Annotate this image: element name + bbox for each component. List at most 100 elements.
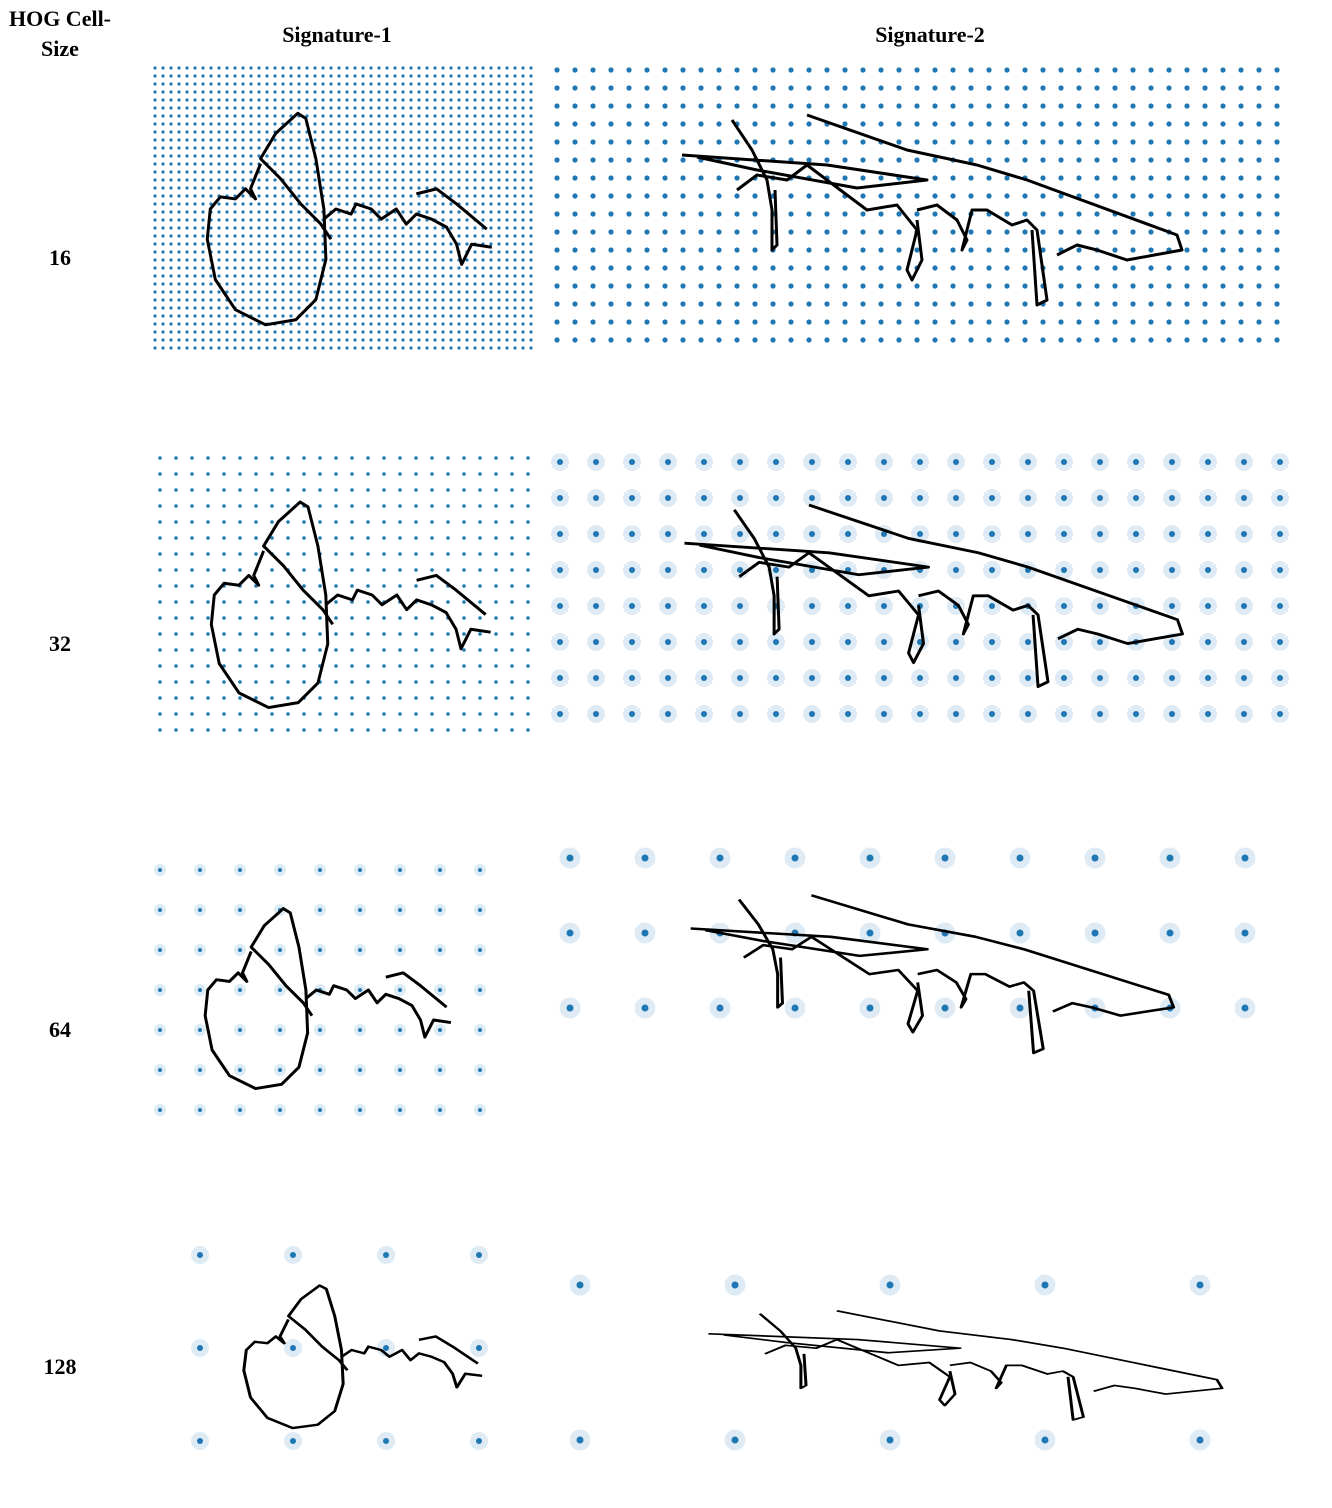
hog-dot — [1220, 175, 1225, 180]
hog-dot — [950, 139, 955, 144]
hog-dot — [225, 250, 228, 253]
hog-dot — [449, 82, 452, 85]
hog-dot — [249, 106, 252, 109]
hog-dot — [457, 218, 460, 221]
hog-dot — [489, 274, 492, 277]
hog-dot — [366, 680, 370, 684]
hog-dot — [1061, 639, 1067, 645]
hog-dot — [158, 504, 162, 508]
hog-dot — [369, 314, 372, 317]
hog-dot — [968, 319, 973, 324]
hog-dot — [665, 531, 671, 537]
hog-dot — [737, 531, 743, 537]
hog-dot — [169, 330, 172, 333]
hog-dot — [438, 988, 442, 992]
hog-dot — [393, 314, 396, 317]
hog-dot — [198, 1108, 202, 1112]
hog-dot — [257, 138, 260, 141]
hog-dot — [881, 711, 887, 717]
hog-dot — [577, 1437, 584, 1444]
hog-dot — [1076, 319, 1081, 324]
hog-dot — [241, 82, 244, 85]
hog-dot — [481, 130, 484, 133]
hog-dot — [174, 472, 178, 476]
hog-dot — [193, 298, 196, 301]
hog-dot — [273, 106, 276, 109]
hog-dot — [441, 274, 444, 277]
hog-dot — [369, 234, 372, 237]
hog-dot — [297, 266, 300, 269]
hog-dot — [409, 258, 412, 261]
hog-dot — [554, 283, 559, 288]
hog-dot — [353, 194, 356, 197]
hog-dot — [414, 632, 418, 636]
hog-dot — [1242, 930, 1249, 937]
hog-dot — [557, 495, 563, 501]
hog-dot — [337, 226, 340, 229]
hog-dot — [161, 274, 164, 277]
hog-dot — [481, 114, 484, 117]
hog-dot — [161, 154, 164, 157]
hog-dot — [289, 226, 292, 229]
hog-dot — [313, 322, 316, 325]
hog-dot — [1112, 157, 1117, 162]
hog-dot — [377, 194, 380, 197]
hog-dot — [441, 186, 444, 189]
hog-dot — [1166, 85, 1171, 90]
hog-dot — [494, 488, 498, 492]
hog-dot — [401, 346, 404, 349]
hog-dot — [449, 218, 452, 221]
hog-dot — [409, 114, 412, 117]
hog-dot — [526, 488, 530, 492]
hog-dot — [238, 552, 242, 556]
hog-dot — [382, 456, 386, 460]
hog-dot — [1256, 193, 1261, 198]
hog-dot — [773, 567, 779, 573]
hog-dot — [932, 319, 937, 324]
hog-dot — [425, 322, 428, 325]
hog-dot — [385, 114, 388, 117]
hog-dot — [401, 282, 404, 285]
hog-dot — [665, 603, 671, 609]
hog-dot — [369, 82, 372, 85]
hog-dot — [401, 66, 404, 69]
hog-dot — [217, 90, 220, 93]
hog-dot — [201, 346, 204, 349]
hog-dot — [1202, 121, 1207, 126]
hog-dot — [302, 520, 306, 524]
hog-dot — [481, 178, 484, 181]
hog-dot — [529, 322, 532, 325]
hog-dot — [1241, 675, 1247, 681]
hog-dot — [318, 520, 322, 524]
hog-dot — [265, 274, 268, 277]
hog-dot — [321, 82, 324, 85]
hog-dot — [513, 282, 516, 285]
hog-dot — [489, 258, 492, 261]
hog-dot — [185, 306, 188, 309]
hog-dot — [169, 90, 172, 93]
hog-dot — [526, 504, 530, 508]
hog-dot — [446, 488, 450, 492]
hog-dot — [361, 74, 364, 77]
hog-dot — [177, 242, 180, 245]
hog-dot — [481, 138, 484, 141]
hog-dot — [441, 282, 444, 285]
hog-dot — [465, 274, 468, 277]
hog-dot — [417, 346, 420, 349]
hog-dot — [521, 202, 524, 205]
hog-dot — [302, 552, 306, 556]
corner-header: HOG Cell-Size — [5, 4, 115, 64]
hog-dot — [257, 266, 260, 269]
hog-dot — [369, 346, 372, 349]
hog-dot — [433, 90, 436, 93]
hog-dot — [1004, 85, 1009, 90]
hog-dot — [449, 274, 452, 277]
hog-dot — [169, 226, 172, 229]
hog-dot — [513, 274, 516, 277]
hog-dot — [932, 337, 937, 342]
hog-dot — [185, 162, 188, 165]
hog-dot — [425, 266, 428, 269]
hog-dot — [185, 82, 188, 85]
row-label: 16 — [10, 243, 110, 273]
hog-dot — [289, 138, 292, 141]
